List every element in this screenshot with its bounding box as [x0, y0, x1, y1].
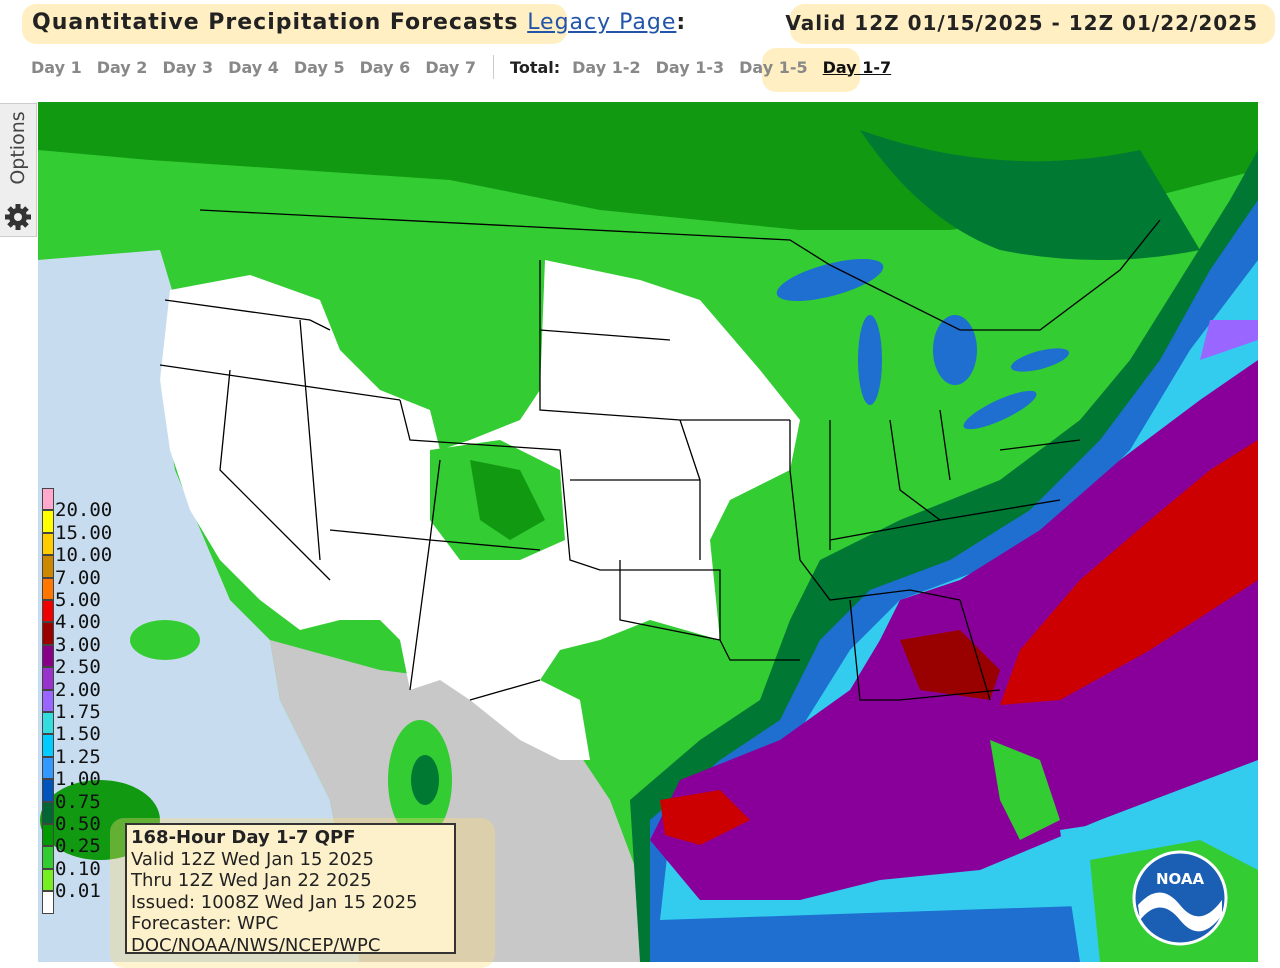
gear-icon: [5, 204, 31, 230]
legend-swatch: [42, 734, 54, 757]
day-tab[interactable]: Day 3: [162, 57, 214, 77]
separator: [493, 55, 495, 79]
legend-label: 0.01: [55, 880, 101, 903]
legend-swatch: [42, 622, 54, 645]
precip-area: [411, 755, 439, 805]
legend-label: 0.75: [55, 790, 101, 813]
day-tab[interactable]: Day 7: [425, 57, 477, 77]
day-tab[interactable]: Day 2: [96, 57, 148, 77]
logo-wave: [1138, 892, 1222, 932]
tabs: Day 1 Day 2 Day 3 Day 4 Day 5 Day 6 Day 7 Total…: [31, 55, 906, 79]
legend-swatch: [42, 824, 54, 847]
highlight: [790, 4, 1275, 44]
legend-swatch: [42, 756, 54, 780]
options-label: Options: [7, 111, 29, 185]
day-tab[interactable]: Day 4: [228, 57, 279, 77]
legend-label: 10.00: [55, 544, 113, 567]
info-box: 168-Hour Day 1-7 QPF Valid 12Z Wed Jan 15…: [125, 823, 456, 956]
colon: :: [676, 10, 687, 35]
legend-label: 4.00: [55, 611, 101, 634]
legend-swatch: [42, 689, 54, 712]
legend-label: 0.25: [55, 835, 101, 858]
legend-swatch: [42, 644, 54, 668]
legend-swatch: [42, 577, 54, 600]
page-title: Quantitative Precipitation Forecasts Leg…: [32, 10, 686, 35]
precip-band: [1000, 440, 1258, 705]
info-line: Thru 12Z Wed Jan 22 2025: [131, 870, 372, 891]
legend-label: 5.00: [55, 589, 101, 611]
legend-label: 3.00: [55, 633, 101, 656]
total-label: Total:: [510, 57, 561, 77]
total-tab[interactable]: Day 1-5: [739, 57, 808, 77]
legend-swatch: [42, 488, 54, 511]
info-line: DOC/NOAA/NWS/NCEP/WPC: [131, 934, 381, 956]
precip-area: [860, 130, 1200, 260]
legend-swatch: [42, 532, 54, 556]
precip-area: [340, 260, 470, 380]
legend-swatch: [42, 555, 54, 578]
legend-label: 1.75: [55, 701, 101, 723]
info-line: 168-Hour Day 1-7 QPF: [131, 827, 356, 848]
title-text: Quantitative Precipitation Forecasts: [32, 10, 519, 35]
info-line: Forecaster: WPC: [131, 913, 279, 934]
day-tab[interactable]: Day 6: [359, 57, 411, 77]
precip-area: [470, 460, 545, 540]
legend-label: 20.00: [55, 499, 113, 522]
legend-swatch: [42, 801, 54, 824]
great-lakes: [776, 258, 1070, 430]
legacy-link[interactable]: Legacy Page: [527, 10, 677, 35]
info-line: Issued: 1008Z Wed Jan 15 2025: [131, 891, 418, 913]
precip-band: [660, 790, 750, 845]
legend-label: 1.00: [55, 768, 101, 791]
precip-area: [130, 620, 200, 660]
qpf-map: NOAA: [38, 102, 1258, 962]
legend-label: 2.50: [55, 656, 101, 679]
boundaries: [159, 209, 1161, 701]
info-line: Valid 12Z Wed Jan 15 2025: [131, 848, 374, 870]
legend-label: 0.10: [55, 857, 101, 880]
precip-band: [900, 630, 1000, 700]
legend-swatch: [42, 667, 54, 690]
legend-swatch: [42, 779, 54, 802]
total-tab[interactable]: Day 1-2: [572, 57, 641, 77]
legend-label: 2.00: [55, 678, 101, 701]
legend-swatch: [42, 891, 54, 914]
legend-swatch: [42, 712, 54, 735]
total-tab[interactable]: Day 1-7: [822, 57, 892, 77]
legend-label: 7.00: [55, 566, 101, 589]
legend-swatch: [42, 600, 54, 623]
precip-band: [1200, 320, 1258, 360]
legend-label: 15.00: [55, 521, 113, 544]
highlight: [22, 4, 567, 44]
precip-area: [990, 740, 1060, 840]
precip-band: [650, 360, 1258, 900]
legend-swatch: [42, 868, 54, 892]
total-tab[interactable]: Day 1-3: [655, 57, 725, 77]
legend-swatch: [42, 510, 54, 533]
day-tab[interactable]: Day 5: [293, 57, 345, 77]
options-tab[interactable]: Options: [0, 103, 37, 237]
legend-swatch: [42, 846, 54, 869]
valid-range: Valid 12Z 01/15/2025 - 12Z 01/22/2025: [785, 11, 1258, 35]
legend-label: 0.50: [55, 813, 101, 835]
legend-label: 1.50: [55, 723, 101, 746]
highlight: [762, 48, 860, 92]
logo-text: NOAA: [1156, 870, 1205, 888]
day-tab[interactable]: Day 1: [31, 57, 82, 77]
legend-label: 1.25: [55, 745, 101, 768]
